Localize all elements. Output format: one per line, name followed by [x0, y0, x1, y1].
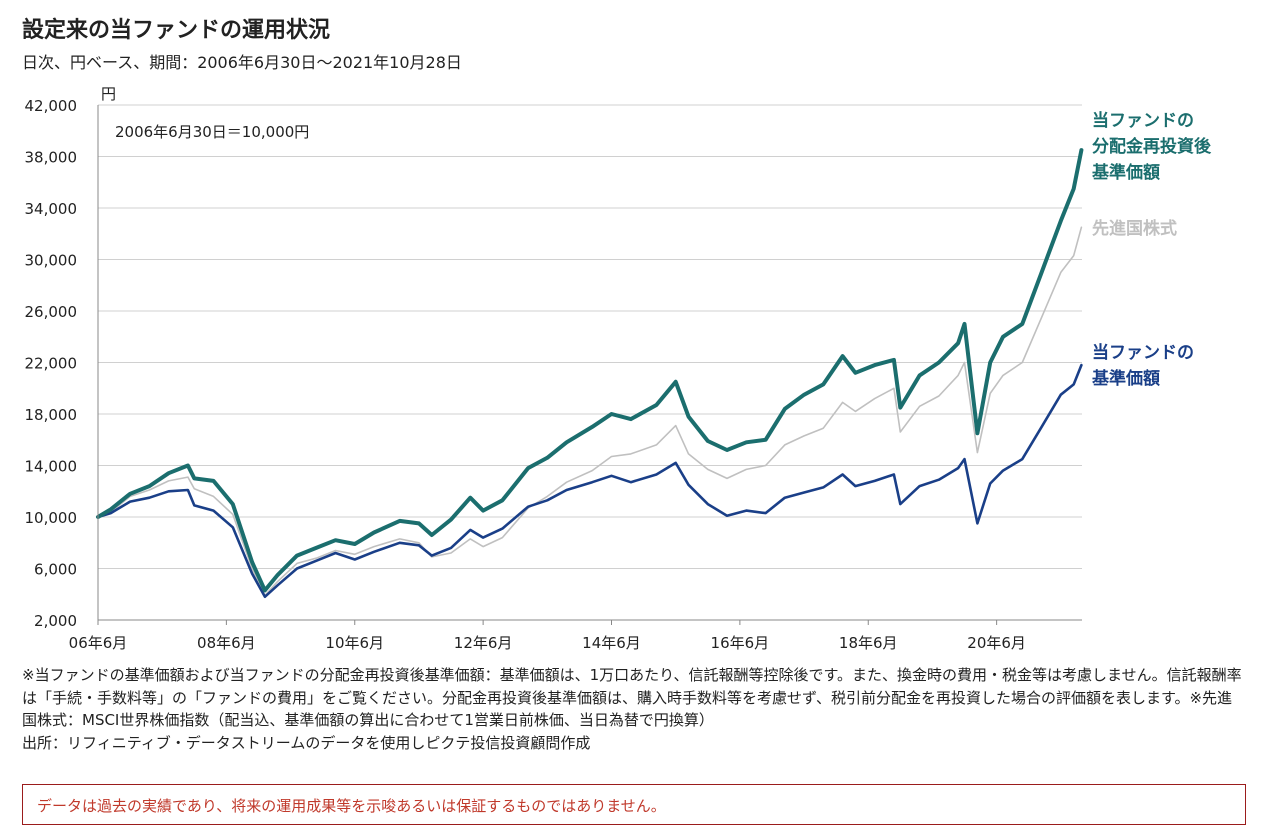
y-tick-label: 42,000: [25, 97, 78, 115]
y-tick-label: 22,000: [25, 355, 78, 373]
footnotes: ※当ファンドの基準価額および当ファンドの分配金再投資後基準価額：基準価額は、1万…: [22, 664, 1247, 754]
series-line-msci: [97, 226, 1083, 597]
x-tick-label: 16年6月: [711, 634, 770, 652]
x-tick-label: 10年6月: [325, 634, 384, 652]
x-tick-label: 08年6月: [197, 634, 256, 652]
y-tick-label: 38,000: [25, 149, 78, 167]
y-tick-label: 2,000: [34, 612, 77, 630]
x-tick-label: 18年6月: [839, 634, 898, 652]
x-tick-label: 20年6月: [967, 634, 1026, 652]
y-axis-ticks: 42,000 38,000 34,000 30,000 26,000 22,000 18,0…: [25, 97, 78, 630]
disclaimer-box: データは過去の実績であり、将来の運用成果等を示唆あるいは保証するものではありませ…: [22, 784, 1246, 825]
series-lines: [96, 148, 1084, 599]
chart-annotation: 2006年6月30日＝10,000円: [115, 123, 309, 141]
footnote-source: 出所：リフィニティブ・データストリームのデータを使用しピクテ投信投資顧問作成: [22, 733, 591, 752]
x-tick-label: 06年6月: [69, 634, 128, 652]
y-tick-label: 18,000: [25, 406, 78, 424]
y-axis-unit: 円: [101, 85, 116, 103]
series-label-msci: 先進国株式: [1092, 218, 1177, 239]
series-label-reinvested: 基準価額: [1091, 162, 1160, 183]
x-tick-label: 12年6月: [454, 634, 513, 652]
x-axis-ticks: 06年6月 08年6月 10年6月 12年6月 14年6月 16年6月 18年6月 20年6月: [69, 620, 1026, 652]
grid-lines: [98, 104, 1082, 569]
footnote-methodology: ※当ファンドの基準価額および当ファンドの分配金再投資後基準価額：基準価額は、1万…: [22, 666, 1242, 729]
y-tick-label: 26,000: [25, 303, 78, 321]
y-tick-label: 34,000: [25, 200, 78, 218]
series-label-nav: 当ファンドの: [1092, 342, 1194, 363]
series-label-nav: 基準価額: [1091, 368, 1160, 389]
series-label-reinvested: 当ファンドの: [1092, 110, 1194, 131]
x-tick-label: 14年6月: [582, 634, 641, 652]
y-tick-label: 14,000: [25, 458, 78, 476]
page-title: 設定来の当ファンドの運用状況: [22, 18, 331, 43]
series-line-nav: [96, 363, 1083, 599]
page-subtitle: 日次、円ベース、期間：2006年6月30日～2021年10月28日: [22, 53, 462, 72]
y-tick-label: 6,000: [34, 561, 77, 579]
performance-chart: 42,000 38,000 34,000 30,000 26,000 22,000 18,0…: [25, 85, 1212, 652]
series-line-reinvested: [96, 148, 1084, 593]
y-tick-label: 10,000: [25, 509, 78, 527]
series-label-reinvested: 分配金再投資後: [1092, 136, 1212, 157]
y-tick-label: 30,000: [25, 252, 78, 270]
